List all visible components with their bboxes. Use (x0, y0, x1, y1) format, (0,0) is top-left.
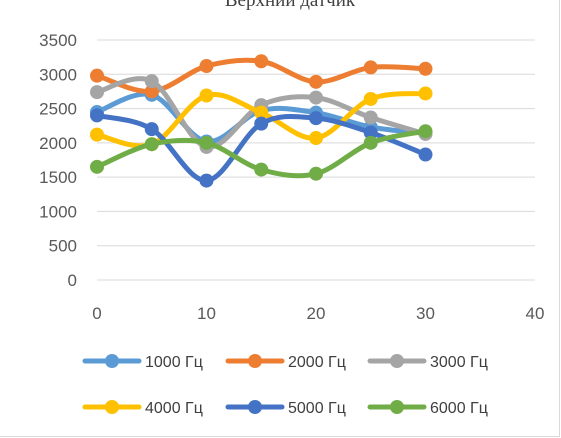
legend-item: 3000 Гц (367, 354, 488, 371)
x-tick-label: 40 (526, 304, 545, 323)
y-tick-label: 2500 (39, 100, 77, 119)
data-point (90, 159, 104, 174)
x-tick-label: 20 (307, 304, 326, 323)
data-point (254, 54, 269, 69)
legend-swatch-marker (105, 400, 119, 414)
data-point (90, 108, 104, 123)
legend-item: 4000 Гц (82, 400, 203, 417)
data-point (144, 122, 159, 137)
data-point (90, 127, 104, 142)
data-point (144, 74, 159, 89)
legend-label: 4000 Гц (145, 400, 203, 417)
data-point (363, 125, 378, 140)
y-tick-label: 1000 (39, 202, 77, 221)
legend-item: 6000 Гц (367, 400, 488, 417)
legend-label: 1000 Гц (145, 354, 203, 371)
legend-swatch-marker (390, 354, 404, 368)
legend-item: 2000 Гц (225, 354, 346, 371)
data-point (144, 84, 159, 99)
y-tick-label: 1500 (39, 168, 77, 187)
data-point (309, 90, 323, 105)
data-point (199, 173, 214, 188)
series-lines (90, 54, 433, 188)
y-tick-label: 3000 (39, 65, 77, 84)
legend-label: 3000 Гц (430, 354, 488, 371)
data-point (199, 135, 214, 150)
data-point (309, 111, 323, 126)
data-point (254, 162, 269, 177)
series-6000-Гц (90, 124, 433, 181)
axis-tick-labels: 0 500 1000 1500 2000 2500 3000 3500 0 10 20 30 40 (39, 31, 544, 323)
y-tick-label: 0 (68, 271, 77, 290)
legend-label: 2000 Гц (288, 354, 346, 371)
legend-item: 5000 Гц (225, 400, 346, 417)
data-point (418, 124, 433, 139)
series-2000-Гц (90, 54, 433, 99)
legend-swatch-marker (390, 400, 404, 414)
data-point (363, 135, 378, 150)
legend-item: 1000 Гц (82, 354, 203, 371)
data-point (254, 116, 269, 131)
data-point (418, 61, 433, 76)
data-point (363, 110, 378, 125)
x-tick-label: 0 (92, 304, 101, 323)
y-tick-label: 2000 (39, 134, 77, 153)
data-point (90, 85, 104, 100)
data-point (199, 88, 214, 103)
data-point (418, 86, 433, 101)
legend-label: 5000 Гц (288, 400, 346, 417)
x-tick-label: 30 (416, 304, 435, 323)
data-point (363, 60, 378, 75)
legend-label: 6000 Гц (430, 400, 488, 417)
data-point (309, 166, 323, 181)
y-tick-label: 500 (49, 237, 77, 256)
legend-swatch-marker (105, 354, 119, 368)
data-point (309, 74, 323, 89)
legend-swatch-marker (248, 400, 262, 414)
legend: 1000 Гц 2000 Гц 3000 Гц 4000 Гц 5000 Гц 6000 … (82, 354, 488, 417)
legend-swatch-marker (248, 354, 262, 368)
series-5000-Гц (90, 108, 433, 188)
data-point (144, 137, 159, 152)
data-point (254, 105, 269, 120)
data-point (418, 147, 433, 162)
data-point (309, 131, 323, 146)
data-point (90, 68, 104, 83)
x-tick-label: 10 (197, 304, 216, 323)
data-point (363, 91, 378, 106)
data-point (199, 59, 214, 74)
chart-title: Верхний датчик (225, 0, 356, 11)
y-tick-label: 3500 (39, 31, 77, 50)
